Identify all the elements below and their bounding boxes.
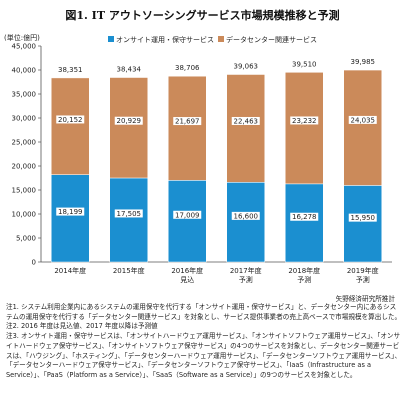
x-tick-sublabel-6: 予測 — [356, 275, 370, 284]
legend-label-1: オンサイト運用・保守サービス — [116, 35, 214, 44]
total-label-4: 39,063 — [234, 62, 259, 70]
data-label-bg — [290, 116, 319, 125]
footnote-3: 注3. オンサイト運用・保守サービスは、「オンサイトハードウェア運用サービス」、… — [6, 332, 402, 379]
data-label-bg — [173, 117, 202, 126]
data-label-datacenter-5: 23,232 — [292, 117, 317, 125]
bar-datacenter-1 — [51, 77, 90, 175]
chart-title: 図1. IT アウトソーシングサービス市場規模推移と予測 — [65, 9, 340, 22]
data-label-onsite-6: 15,950 — [351, 214, 376, 222]
x-tick-label-1: 2014年度 — [54, 266, 86, 275]
bar-datacenter-4 — [226, 74, 265, 183]
bar-datacenter-2 — [109, 77, 148, 179]
x-tick-label-6: 2019年度 — [347, 266, 379, 275]
stacked-bar-chart: (単位:億円) 0 5,000 10,000 15,000 20,000 25,000 30,… — [4, 33, 392, 284]
data-label-bg — [56, 115, 85, 124]
y-tick-label: 25,000 — [12, 139, 37, 147]
footnotes: 注1. システム利用企業内にあるシステムの運用保守を代行する「オンサイト運用・保… — [6, 303, 402, 381]
x-tick-label-5: 2018年度 — [288, 266, 320, 275]
data-label-bg — [348, 115, 377, 124]
y-tick-label: 0 — [32, 259, 36, 267]
legend-swatch-1 — [108, 36, 114, 42]
y-tick-label: 35,000 — [12, 91, 37, 99]
bar-onsite-6 — [343, 185, 382, 263]
total-label-3: 38,706 — [175, 64, 200, 72]
data-label-bg — [114, 116, 143, 125]
data-label-datacenter-3: 21,697 — [175, 118, 200, 126]
data-label-datacenter-4: 22,463 — [234, 117, 259, 125]
data-label-datacenter-6: 24,035 — [351, 116, 376, 124]
y-tick-label: 15,000 — [12, 187, 37, 195]
data-label-onsite-3: 17,009 — [175, 211, 200, 219]
x-tick-label-2: 2015年度 — [113, 266, 145, 275]
data-label-onsite-1: 18,199 — [58, 208, 83, 216]
bar-onsite-2 — [109, 177, 148, 263]
total-label-2: 38,434 — [117, 66, 142, 74]
footnote-1: 注1. システム利用企業内にあるシステムの運用保守を代行する「オンサイト運用・保… — [6, 303, 402, 321]
total-label-6: 39,985 — [351, 58, 376, 66]
x-tick-sublabel-5: 予測 — [297, 275, 311, 284]
y-tick-label: 40,000 — [12, 67, 37, 75]
data-label-datacenter-2: 20,929 — [117, 117, 142, 125]
data-label-onsite-4: 16,600 — [234, 212, 259, 220]
legend-swatch-2 — [218, 36, 224, 42]
total-label-1: 38,351 — [58, 66, 83, 74]
y-tick-label: 30,000 — [12, 115, 37, 123]
bar-onsite-3 — [168, 180, 207, 263]
x-tick-label-3: 2016年度 — [171, 266, 203, 275]
source-credit: 矢野経済研究所推計 — [335, 295, 395, 303]
data-label-datacenter-1: 20,152 — [58, 116, 83, 124]
data-label-bg — [56, 207, 85, 216]
legend-label-2: データセンター関連サービス — [226, 35, 317, 44]
data-label-onsite-5: 16,278 — [292, 213, 317, 221]
x-tick-sublabel-4: 予測 — [239, 275, 253, 284]
y-tick-label: 10,000 — [12, 211, 37, 219]
y-tick-label: 45,000 — [12, 43, 37, 51]
data-label-onsite-2: 17,505 — [117, 210, 142, 218]
y-axis-unit-label: (単位:億円) — [4, 33, 40, 42]
data-label-bg — [290, 212, 319, 221]
x-tick-label-4: 2017年度 — [230, 266, 262, 275]
footnote-2: 注2. 2016 年度は見込値、2017 年度以降は予測値 — [6, 322, 158, 331]
data-label-bg — [348, 213, 377, 222]
data-label-bg — [114, 209, 143, 218]
bar-onsite-5 — [285, 183, 324, 263]
y-tick-label: 5,000 — [16, 235, 36, 243]
bar-onsite-4 — [226, 182, 265, 263]
data-label-bg — [231, 116, 260, 125]
total-label-5: 39,510 — [292, 60, 317, 68]
x-tick-sublabel-3: 見込 — [180, 275, 194, 284]
data-label-bg — [231, 211, 260, 220]
data-label-bg — [173, 210, 202, 219]
bar-datacenter-5 — [285, 72, 324, 185]
bar-onsite-1 — [51, 174, 90, 263]
bar-datacenter-3 — [168, 75, 207, 181]
y-tick-label: 20,000 — [12, 163, 37, 171]
bar-datacenter-6 — [343, 69, 382, 186]
